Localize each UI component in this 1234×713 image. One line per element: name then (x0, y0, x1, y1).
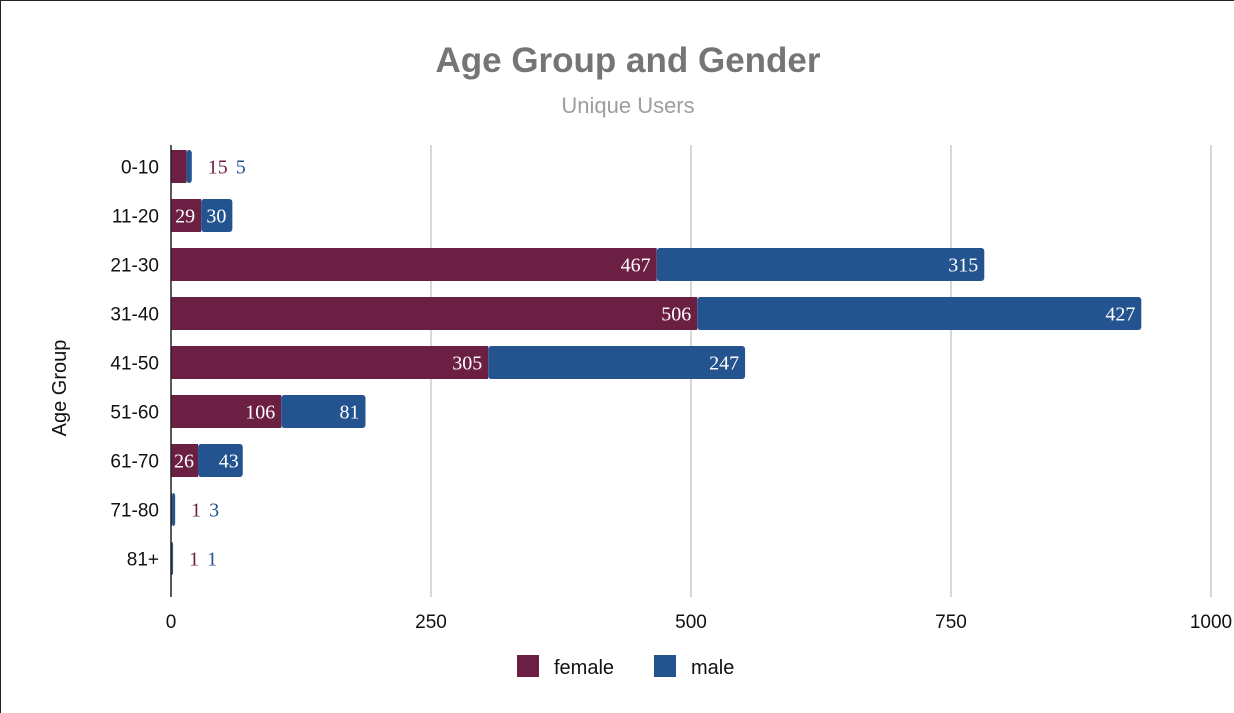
category-label: 51-60 (110, 403, 159, 424)
bar-female (171, 444, 199, 477)
data-label-male: 30 (206, 206, 226, 228)
bar-female (171, 199, 202, 232)
category-label: 11-20 (112, 207, 159, 228)
data-label-male: 315 (948, 255, 978, 277)
bar-female (171, 150, 187, 183)
bar-male (172, 493, 176, 526)
bar-male (697, 297, 1142, 330)
category-label: 61-70 (110, 452, 159, 473)
bar-female (171, 248, 657, 281)
data-label-male: 3 (209, 500, 219, 522)
chart-subtitle: Unique Users (561, 93, 694, 118)
data-label-female: 29 (175, 206, 195, 228)
data-label-male: 5 (236, 157, 246, 179)
bar-male (656, 248, 985, 281)
data-label-female: 1 (189, 549, 199, 571)
x-tick-label: 1000 (1190, 612, 1232, 633)
data-label-male: 43 (219, 451, 239, 473)
category-label: 41-50 (110, 354, 159, 375)
bar-female (171, 346, 489, 379)
data-label-female: 15 (208, 157, 228, 179)
y-axis-title: Age Group (49, 340, 71, 437)
bar-male (201, 199, 233, 232)
legend-swatch-female (517, 655, 539, 677)
bar-male (281, 395, 366, 428)
bar-male (488, 346, 746, 379)
data-label-female: 467 (621, 255, 651, 277)
x-tick-label: 0 (166, 612, 177, 633)
bar-male (198, 444, 243, 477)
legend: female male (517, 655, 734, 679)
data-label-male: 247 (709, 353, 739, 375)
data-label-male: 1 (207, 549, 217, 571)
bars (171, 150, 1142, 575)
data-label-female: 106 (245, 402, 275, 424)
category-label: 31-40 (110, 305, 159, 326)
legend-label-male: male (691, 657, 734, 679)
chart-title: Age Group and Gender (435, 41, 820, 80)
legend-swatch-male (654, 655, 676, 677)
bar-female (171, 297, 698, 330)
data-label-female: 26 (174, 451, 194, 473)
legend-label-female: female (554, 657, 614, 679)
axes: 0 250 500 750 10000-1011-2021-3031-4041-5051… (110, 145, 1232, 633)
data-label-female: 506 (661, 304, 691, 326)
x-tick-label: 500 (675, 612, 707, 633)
category-label: 0-10 (121, 158, 159, 179)
data-label-male: 81 (339, 402, 359, 424)
data-label-female: 305 (452, 353, 482, 375)
x-tick-label: 250 (415, 612, 447, 633)
x-tick-label: 750 (935, 612, 967, 633)
bar-male (186, 150, 192, 183)
data-label-male: 427 (1105, 304, 1135, 326)
category-label: 81+ (127, 550, 159, 571)
category-label: 71-80 (110, 501, 159, 522)
data-label-female: 1 (191, 500, 201, 522)
category-label: 21-30 (110, 256, 159, 277)
bar-female (171, 395, 282, 428)
bar-male (172, 542, 174, 575)
